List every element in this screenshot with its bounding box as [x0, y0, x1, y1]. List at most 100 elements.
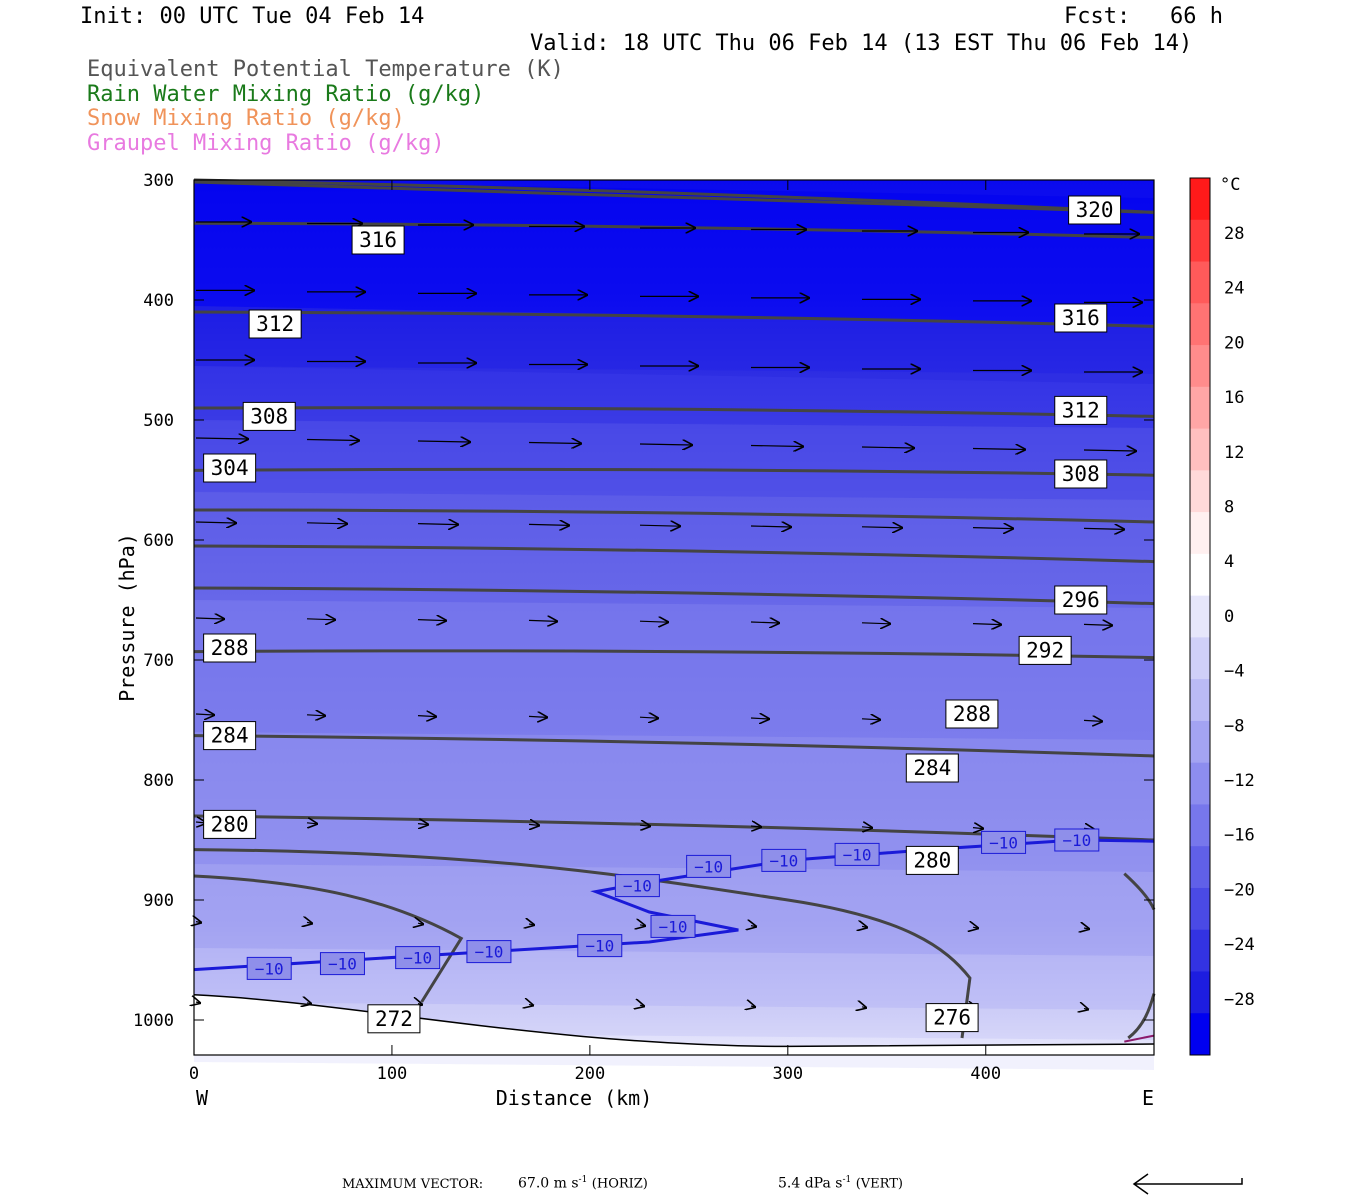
theta-e-contour [193, 178, 1155, 214]
wind-vector [640, 1005, 644, 1006]
theta-e-label: 312 [256, 312, 294, 336]
wind-vector [529, 1004, 533, 1005]
colorbar-label: 12 [1224, 443, 1244, 463]
colorbar-segment [1190, 428, 1210, 471]
wind-vector [528, 716, 547, 717]
wind-vector [639, 525, 680, 526]
east-label: E [1142, 1086, 1154, 1110]
wind-vector [418, 824, 428, 825]
terrain-below-ground [194, 994, 1154, 1055]
colorbar-label: 20 [1224, 333, 1244, 353]
colorbar-segment [1190, 219, 1210, 263]
wind-vector [640, 925, 645, 926]
colorbar-label: −20 [1224, 880, 1255, 900]
colorbar-label: −24 [1224, 935, 1255, 955]
colorbar-label: −16 [1224, 826, 1255, 846]
y-tick-label: 700 [143, 651, 174, 671]
isotherm-label: −10 [328, 955, 357, 974]
wind-vector [861, 623, 890, 624]
temperature-band [194, 420, 1154, 500]
theta-e-label-box [248, 309, 302, 339]
valid-time: Valid: 18 UTC Thu 06 Feb 14 (13 EST Thu … [530, 31, 1193, 56]
theta-e-contour [193, 734, 1155, 758]
colorbar-segment [1190, 804, 1210, 847]
wind-vector [418, 923, 423, 924]
wind-vector [861, 527, 902, 528]
isotherm-label-box [761, 848, 807, 872]
isotherm-label-box [466, 940, 512, 964]
colorbar-label: 8 [1224, 498, 1234, 518]
wind-vector [306, 523, 347, 524]
wind-vector [750, 718, 769, 719]
theta-e-label: 272 [375, 1007, 413, 1031]
x-axis-label: Distance (km) [496, 1086, 653, 1110]
theta-e-label-box [1054, 395, 1108, 425]
theta-e-label-box [203, 809, 257, 839]
colorbar-label: 24 [1224, 279, 1244, 299]
isotherm-label-box [650, 914, 696, 938]
wind-vector [750, 446, 803, 447]
colorbar-segment [1190, 261, 1210, 304]
theta-e-label-box [351, 225, 405, 255]
theta-e-label: 288 [211, 636, 249, 660]
theta-e-label-box [1054, 585, 1108, 615]
wind-vector [973, 927, 978, 928]
wind-vector [751, 926, 756, 927]
isotherm-label-box [577, 934, 623, 958]
wind-vector [307, 922, 312, 923]
y-tick-label: 1000 [133, 1011, 174, 1031]
forecast-hour: Fcst: 66 h [1064, 4, 1223, 29]
wind-vector [639, 621, 668, 622]
wind-vector [417, 620, 446, 621]
theta-e-label: 280 [211, 812, 249, 836]
theta-e-label-box [242, 401, 296, 431]
wind-vector [862, 1007, 866, 1008]
wind-vector [1083, 624, 1112, 625]
wind-vector [640, 825, 650, 826]
theta-e-label: 292 [1026, 638, 1064, 662]
colorbar-label: −12 [1224, 771, 1255, 791]
theta-e-label: 304 [211, 456, 249, 480]
wind-vector [528, 524, 569, 525]
wind-vector [1083, 528, 1124, 529]
wind-vector [195, 438, 248, 439]
theta-e-label-box [1068, 195, 1122, 225]
plot-frame [193, 179, 1155, 1056]
wind-vector [972, 528, 1013, 529]
theta-e-label-box [945, 699, 999, 729]
isotherm-label: −10 [694, 857, 723, 876]
isotherm-label: −10 [255, 959, 284, 978]
theta-e-contour [193, 310, 1155, 328]
theta-e-label-box [1018, 635, 1072, 665]
wind-vector [529, 924, 534, 925]
temperature-band [194, 180, 1154, 324]
theta-e-label-box [1054, 303, 1108, 333]
theta-e-label-box [1054, 459, 1108, 489]
colorbar-segment [1190, 720, 1210, 764]
wind-vector [1084, 1008, 1088, 1009]
theta-e-label-box [203, 633, 257, 663]
legend-theta-e: Equivalent Potential Temperature (K) [87, 57, 564, 82]
legend-snow: Snow Mixing Ratio (g/kg) [87, 106, 405, 131]
theta-e-label: 308 [250, 404, 288, 428]
theta-e-contour [193, 180, 1155, 214]
theta-e-label: 320 [1076, 198, 1114, 222]
wind-vector [196, 1002, 200, 1003]
wind-vector [529, 824, 539, 825]
wind-vector [1084, 928, 1089, 929]
wind-vector [195, 522, 236, 523]
colorbar-unit: °C [1220, 175, 1240, 195]
y-tick-label: 500 [143, 411, 174, 431]
wind-vector [751, 1006, 755, 1007]
isotherm-label: −10 [989, 833, 1018, 852]
surface-line [193, 994, 1155, 1048]
theta-e-label: 288 [953, 702, 991, 726]
theta-e-contour-east-low [1127, 993, 1156, 1040]
colorbar-label: −8 [1224, 716, 1244, 736]
theta-e-label: 296 [1062, 588, 1100, 612]
wind-vector [1083, 450, 1136, 451]
wind-vector [417, 524, 458, 525]
isotherm-label-box [319, 952, 365, 976]
isotherm-label-box [246, 956, 292, 980]
